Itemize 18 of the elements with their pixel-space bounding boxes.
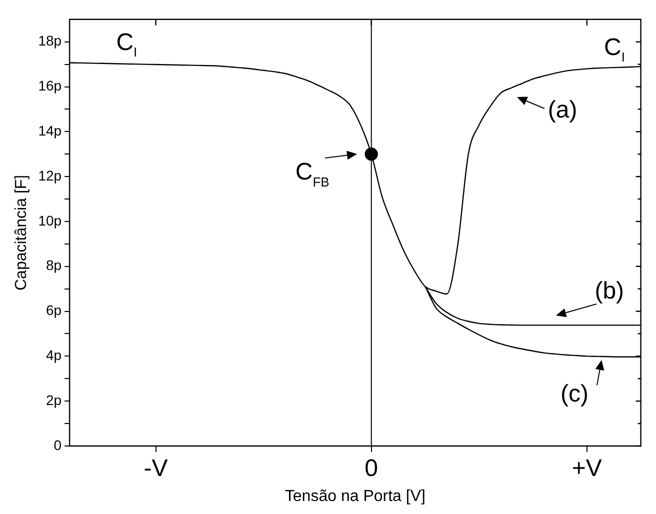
y-tick-label: 12p [38, 167, 62, 184]
annotation: (c) [560, 380, 589, 408]
x-tick-label: -V [144, 455, 168, 482]
y-tick-label: 4p [46, 347, 62, 364]
y-tick-label: 10p [38, 212, 62, 228]
y-tick-label: 8p [46, 257, 62, 274]
x-tick-label: 0 [364, 455, 378, 482]
y-tick-label: 18p [38, 32, 62, 49]
y-tick-label: 6p [46, 302, 62, 318]
x-axis-title: Tensão na Porta [V] [284, 488, 426, 505]
y-tick-label: 16p [38, 78, 62, 94]
y-axis-title: Capacitância [F] [13, 174, 30, 291]
y-tick-label: 14p [38, 122, 62, 139]
annotation: (a) [548, 96, 578, 124]
y-tick-label: 0 [54, 436, 62, 453]
x-tick-label: +V [572, 455, 602, 482]
y-tick-label: 2p [46, 392, 62, 408]
annotation: (b) [594, 278, 624, 305]
